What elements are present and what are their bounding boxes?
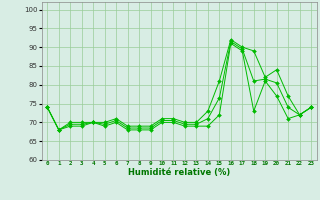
X-axis label: Humidité relative (%): Humidité relative (%) xyxy=(128,168,230,177)
